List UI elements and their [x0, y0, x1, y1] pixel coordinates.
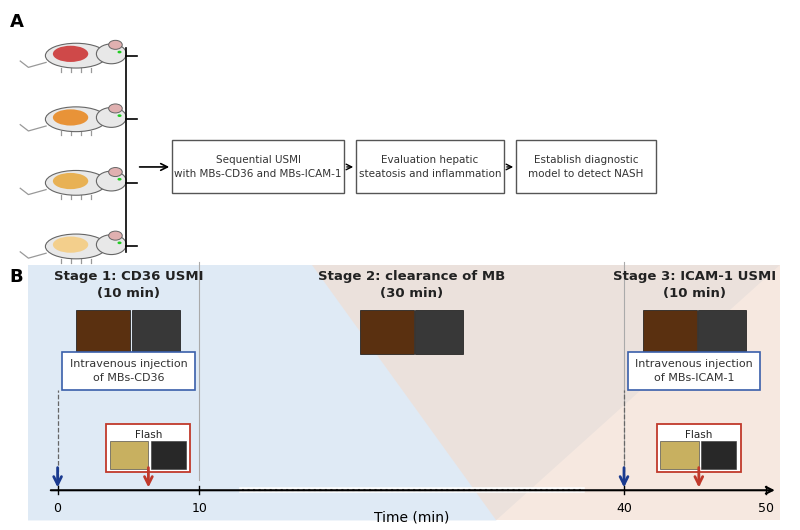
Text: Stage 2: clearance of MB
(30 min): Stage 2: clearance of MB (30 min): [318, 270, 506, 301]
Text: 40: 40: [616, 502, 632, 515]
Circle shape: [118, 114, 122, 117]
Text: B: B: [10, 268, 23, 286]
FancyBboxPatch shape: [628, 352, 760, 390]
FancyBboxPatch shape: [110, 441, 149, 469]
Text: Time (min): Time (min): [374, 510, 450, 524]
FancyBboxPatch shape: [77, 310, 130, 354]
Text: 0: 0: [54, 502, 62, 515]
Text: Flash: Flash: [685, 430, 713, 440]
Ellipse shape: [53, 173, 88, 189]
FancyBboxPatch shape: [356, 140, 504, 193]
Circle shape: [109, 104, 122, 113]
Text: Establish diagnostic
model to detect NASH: Establish diagnostic model to detect NAS…: [528, 155, 644, 179]
Ellipse shape: [46, 234, 106, 259]
Text: 50: 50: [758, 502, 774, 515]
Circle shape: [96, 235, 126, 254]
Circle shape: [109, 40, 122, 49]
Circle shape: [118, 242, 122, 244]
Circle shape: [109, 231, 122, 240]
FancyBboxPatch shape: [701, 441, 736, 469]
Ellipse shape: [46, 43, 106, 68]
Text: Flash: Flash: [134, 430, 162, 440]
Text: Intravenous injection
of MBs-ICAM-1: Intravenous injection of MBs-ICAM-1: [635, 359, 753, 383]
Text: Stage 3: ICAM-1 USMI
(10 min): Stage 3: ICAM-1 USMI (10 min): [614, 270, 776, 301]
FancyBboxPatch shape: [660, 441, 699, 469]
Circle shape: [96, 44, 126, 64]
Circle shape: [118, 51, 122, 54]
Ellipse shape: [46, 107, 106, 131]
Circle shape: [118, 178, 122, 181]
FancyBboxPatch shape: [415, 310, 463, 354]
Circle shape: [96, 171, 126, 191]
FancyBboxPatch shape: [657, 424, 741, 472]
FancyBboxPatch shape: [643, 310, 697, 354]
Text: Sequential USMI
with MBs-CD36 and MBs-ICAM-1: Sequential USMI with MBs-CD36 and MBs-IC…: [174, 155, 342, 179]
Text: A: A: [10, 13, 23, 31]
FancyBboxPatch shape: [172, 140, 344, 193]
FancyBboxPatch shape: [698, 310, 746, 354]
Ellipse shape: [53, 236, 88, 253]
Text: 10: 10: [191, 502, 207, 515]
Text: Intravenous injection
of MBs-CD36: Intravenous injection of MBs-CD36: [70, 359, 187, 383]
Polygon shape: [312, 265, 780, 520]
Polygon shape: [28, 265, 780, 520]
FancyBboxPatch shape: [516, 140, 656, 193]
FancyBboxPatch shape: [106, 424, 190, 472]
Ellipse shape: [46, 171, 106, 195]
Ellipse shape: [53, 46, 88, 62]
Text: Stage 1: CD36 USMI
(10 min): Stage 1: CD36 USMI (10 min): [54, 270, 203, 301]
Circle shape: [109, 167, 122, 176]
Circle shape: [96, 108, 126, 127]
FancyBboxPatch shape: [62, 352, 195, 390]
Ellipse shape: [53, 109, 88, 126]
FancyBboxPatch shape: [132, 310, 180, 354]
FancyBboxPatch shape: [359, 310, 414, 354]
FancyBboxPatch shape: [151, 441, 186, 469]
Text: Evaluation hepatic
steatosis and inflammation: Evaluation hepatic steatosis and inflamm…: [358, 155, 502, 179]
